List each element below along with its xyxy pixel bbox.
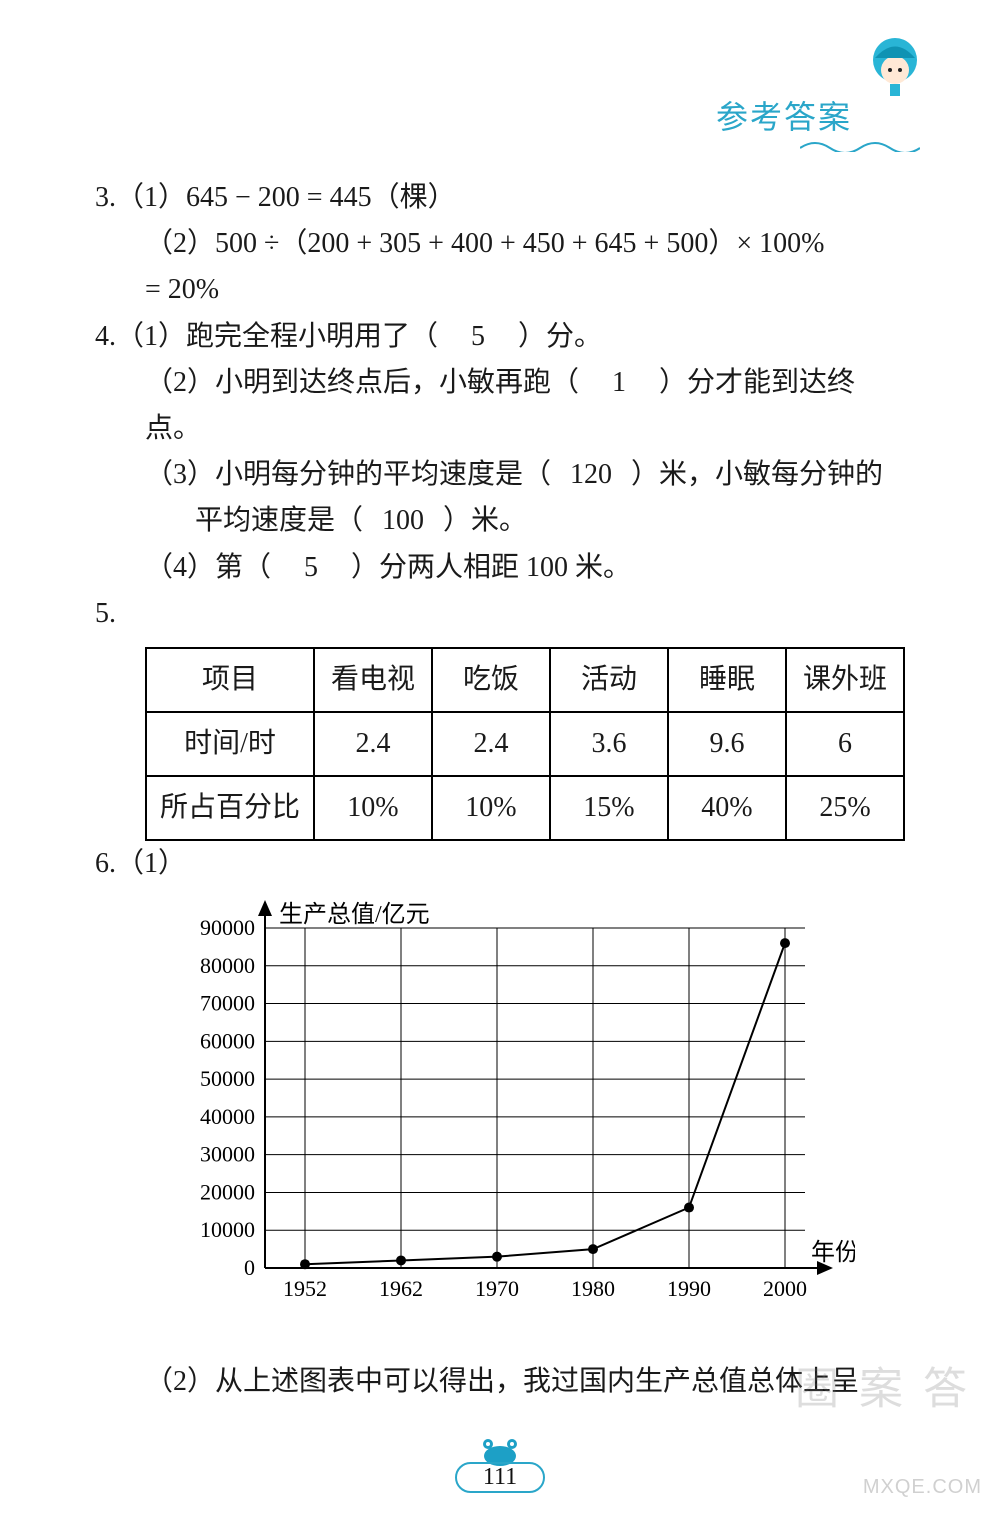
header: 参考答案 [680, 30, 940, 150]
table-cell: 25% [786, 776, 904, 840]
answer-key-title: 参考答案 [716, 92, 852, 138]
svg-text:30000: 30000 [200, 1141, 255, 1166]
q5-label: 5. [95, 591, 905, 637]
cartoon-girl-icon [860, 30, 930, 100]
q4-4-value: 5 [271, 545, 351, 591]
wm-char-3: 圈 [780, 1365, 844, 1413]
q4-1-post: ）分。 [518, 321, 602, 352]
table-cell: 9.6 [668, 712, 786, 776]
svg-text:10000: 10000 [200, 1217, 255, 1242]
table-cell: 6 [786, 712, 904, 776]
table-header-cell: 课外班 [786, 648, 904, 712]
table-cell: 15% [550, 776, 668, 840]
table-row-label: 所占百分比 [146, 776, 314, 840]
table-cell: 10% [432, 776, 550, 840]
table-header-cell: 吃饭 [432, 648, 550, 712]
q4-3a-pre: （3）小明每分钟的平均速度是（ [145, 459, 551, 490]
table-cell: 10% [314, 776, 432, 840]
svg-text:20000: 20000 [200, 1179, 255, 1204]
table-cell: 3.6 [550, 712, 668, 776]
svg-text:60000: 60000 [200, 1028, 255, 1053]
wm-char-1: 答 [908, 1365, 972, 1413]
svg-text:40000: 40000 [200, 1104, 255, 1129]
gdp-line-chart: 0 10000 20000 30000 40000 50000 60000 70000 8000… [155, 898, 905, 1353]
wave-decoration-icon [800, 138, 920, 152]
q4-3b-pre: 平均速度是（ [195, 505, 363, 536]
table-cell: 2.4 [432, 712, 550, 776]
q5-table: 项目看电视吃饭活动睡眠课外班时间/时2.42.43.69.66所占百分比10%1… [145, 647, 905, 842]
q4-3b-post: ）米。 [443, 505, 527, 536]
table-cell: 2.4 [314, 712, 432, 776]
q4-3b-value: 100 [363, 498, 443, 544]
q4-part1: 4.（1）跑完全程小明用了（5）分。 [95, 314, 905, 360]
table-header-cell: 看电视 [314, 648, 432, 712]
q4-2-pre: （2）小明到达终点后，小敏再跑（ [145, 367, 579, 398]
q4-part3b: 平均速度是（100）米。 [95, 498, 905, 544]
svg-text:50000: 50000 [200, 1066, 255, 1091]
svg-text:0: 0 [244, 1255, 255, 1280]
page: 参考答案 3.（1）645 − 200 = 445（棵） （2）500 ÷（20… [0, 0, 1000, 1533]
watermark-site: MXQE.COM [863, 1476, 982, 1499]
table-header-cell: 活动 [550, 648, 668, 712]
wm-char-2: 案 [844, 1365, 908, 1413]
table-header-cell: 项目 [146, 648, 314, 712]
watermark-text: 答 案 圈 [780, 1365, 972, 1413]
footer: 111 [0, 1462, 1000, 1493]
q4-4-pre: （4）第（ [145, 552, 271, 583]
content-body: 3.（1）645 − 200 = 445（棵） （2）500 ÷（200 + 3… [95, 175, 905, 1405]
q4-part3a: （3）小明每分钟的平均速度是（120）米，小敏每分钟的 [95, 452, 905, 498]
svg-text:1980: 1980 [571, 1276, 615, 1301]
q4-1-value: 5 [438, 314, 518, 360]
svg-text:1952: 1952 [283, 1276, 327, 1301]
svg-text:1990: 1990 [667, 1276, 711, 1301]
q4-4-post: ）分两人相距 100 米。 [351, 552, 631, 583]
q4-1-pre: 4.（1）跑完全程小明用了（ [95, 321, 438, 352]
table-row-label: 时间/时 [146, 712, 314, 776]
page-number-badge: 111 [455, 1462, 545, 1493]
q4-part4: （4）第（5）分两人相距 100 米。 [95, 545, 905, 591]
q3-line2: （2）500 ÷（200 + 305 + 400 + 450 + 645 + 5… [95, 221, 905, 267]
q3-line1: 3.（1）645 − 200 = 445（棵） [95, 175, 905, 221]
page-number: 111 [483, 1464, 517, 1490]
svg-text:1962: 1962 [379, 1276, 423, 1301]
q4-3a-post: ）米，小敏每分钟的 [631, 459, 883, 490]
svg-text:70000: 70000 [200, 990, 255, 1015]
svg-text:年份: 年份 [811, 1239, 855, 1266]
q3-line3: = 20% [95, 267, 905, 313]
table-header-cell: 睡眠 [668, 648, 786, 712]
q4-3a-value: 120 [551, 452, 631, 498]
svg-text:80000: 80000 [200, 952, 255, 977]
q6-label: 6.（1） [95, 841, 905, 887]
gdp-chart-svg: 0 10000 20000 30000 40000 50000 60000 70000 8000… [155, 898, 855, 1338]
svg-text:生产总值/亿元: 生产总值/亿元 [279, 901, 430, 928]
svg-text:1970: 1970 [475, 1276, 519, 1301]
q4-2-value: 1 [579, 360, 659, 406]
table-cell: 40% [668, 776, 786, 840]
svg-text:2000: 2000 [763, 1276, 807, 1301]
q4-part2: （2）小明到达终点后，小敏再跑（1）分才能到达终点。 [95, 360, 905, 452]
svg-text:90000: 90000 [200, 915, 255, 940]
